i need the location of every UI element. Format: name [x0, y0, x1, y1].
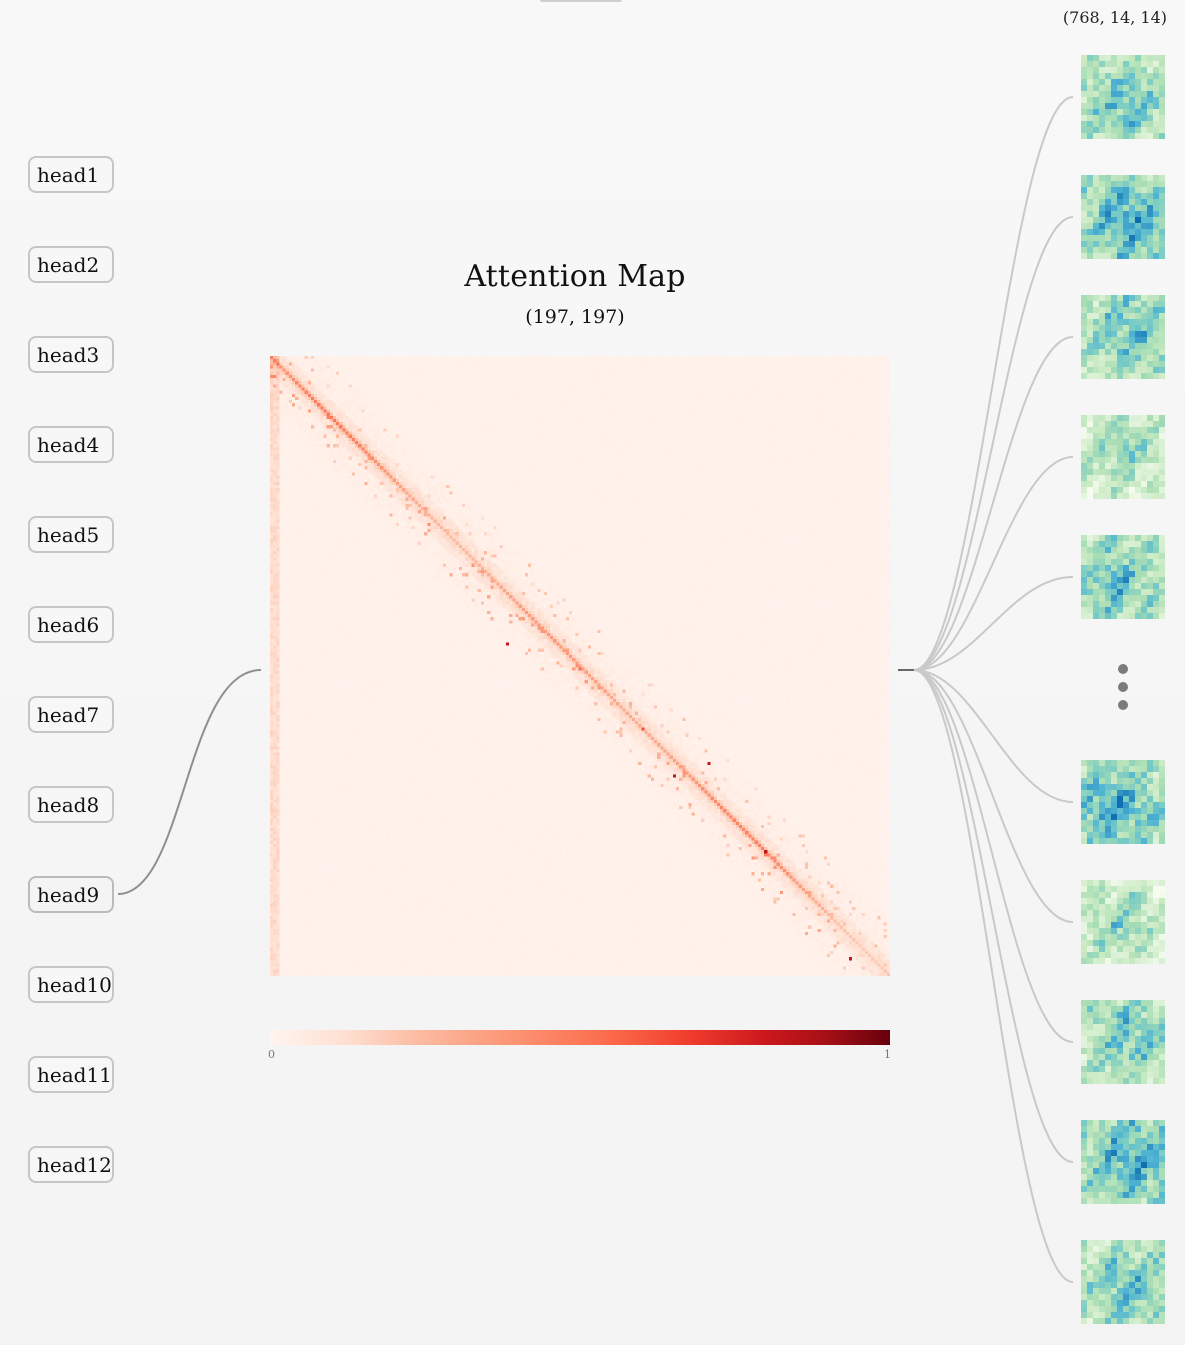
feature-map-thumbnail[interactable]: [1081, 175, 1165, 259]
head-button-2[interactable]: head2: [28, 246, 114, 283]
head-button-3[interactable]: head3: [28, 336, 114, 373]
feature-map-thumbnail[interactable]: [1081, 1120, 1165, 1204]
head-button-1[interactable]: head1: [28, 156, 114, 193]
attention-colorbar: [270, 1030, 890, 1045]
colorbar-min-label: 0: [268, 1048, 275, 1061]
head-button-6[interactable]: head6: [28, 606, 114, 643]
feature-connector-9: [913, 669, 1074, 1163]
head-button-12[interactable]: head12: [28, 1146, 114, 1183]
ellipsis-dot: [1118, 682, 1128, 692]
feature-connector-5: [913, 576, 1074, 671]
head-label: head6: [37, 612, 100, 637]
head-label: head11: [37, 1062, 112, 1087]
head-button-7[interactable]: head7: [28, 696, 114, 733]
feature-connector-8: [913, 669, 1074, 1043]
head-label: head4: [37, 432, 100, 457]
feature-map-thumbnail[interactable]: [1081, 535, 1165, 619]
feature-map-thumbnail[interactable]: [1081, 880, 1165, 964]
head-button-4[interactable]: head4: [28, 426, 114, 463]
head-button-9[interactable]: head9: [28, 876, 114, 913]
feature-connector-3: [913, 336, 1074, 671]
head-label: head8: [37, 792, 100, 817]
head-label: head5: [37, 522, 100, 547]
attention-heatmap: [270, 356, 890, 976]
feature-shape-label: (768, 14, 14): [1062, 8, 1167, 27]
feature-connector-10: [913, 669, 1074, 1283]
feature-map-thumbnail[interactable]: [1081, 55, 1165, 139]
head-label: head1: [37, 162, 100, 187]
head-label: head9: [37, 882, 100, 907]
feature-map-thumbnail[interactable]: [1081, 760, 1165, 844]
head-button-5[interactable]: head5: [28, 516, 114, 553]
feature-connector-4: [913, 456, 1074, 671]
ellipsis-dot: [1118, 700, 1128, 710]
colorbar-max-label: 1: [884, 1048, 891, 1061]
head-label: head2: [37, 252, 100, 277]
feature-connector-1: [913, 96, 1074, 671]
head-label: head12: [37, 1152, 112, 1177]
attention-map-shape: (197, 197): [525, 306, 625, 328]
ellipsis-dot: [1118, 664, 1128, 674]
head-button-10[interactable]: head10: [28, 966, 114, 1003]
feature-connector-2: [913, 216, 1074, 671]
top-tab: [540, 0, 622, 2]
feature-map-thumbnail[interactable]: [1081, 415, 1165, 499]
feature-map-thumbnail[interactable]: [1081, 1000, 1165, 1084]
head-button-8[interactable]: head8: [28, 786, 114, 823]
feature-map-thumbnail[interactable]: [1081, 295, 1165, 379]
feature-connector-7: [913, 669, 1074, 923]
head-label: head3: [37, 342, 100, 367]
feature-map-thumbnail[interactable]: [1081, 1240, 1165, 1324]
head-button-11[interactable]: head11: [28, 1056, 114, 1093]
head-label: head10: [37, 972, 112, 997]
feature-connector-6: [913, 669, 1074, 803]
more-feature-maps-ellipsis: [1117, 664, 1129, 712]
head-label: head7: [37, 702, 100, 727]
attention-map-title: Attention Map: [464, 259, 686, 294]
selected-head-connector: [117, 669, 262, 895]
